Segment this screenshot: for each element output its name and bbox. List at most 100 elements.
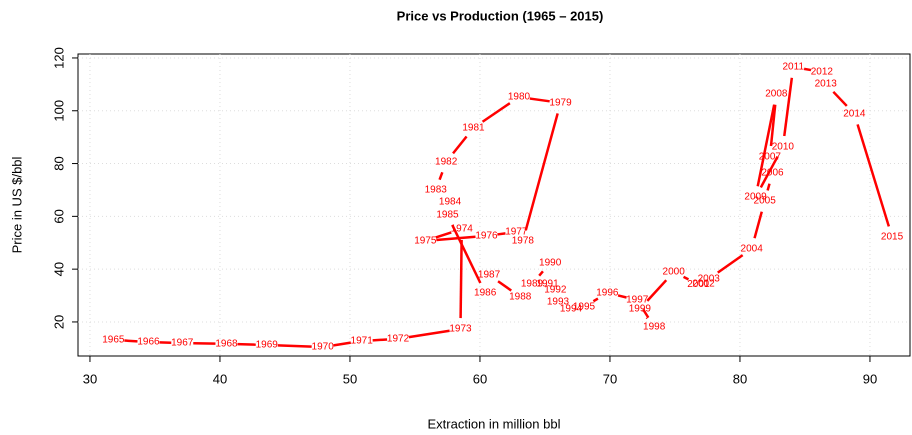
- connector: [753, 211, 763, 239]
- connector: [717, 254, 744, 274]
- x-tick-label: 50: [343, 371, 357, 386]
- y-tick-label: 40: [51, 262, 66, 276]
- connector: [529, 97, 550, 103]
- x-tick-label: 30: [83, 371, 97, 386]
- year-point: 1971: [351, 336, 374, 347]
- y-tick-label: 100: [51, 100, 66, 122]
- connector: [646, 279, 668, 302]
- connector: [452, 135, 468, 155]
- year-point: 1966: [137, 337, 160, 348]
- year-point: 1983: [425, 185, 448, 196]
- connector: [408, 329, 450, 339]
- y-tick-label: 120: [51, 47, 66, 69]
- connector: [682, 275, 690, 281]
- year-point: 1982: [435, 157, 458, 168]
- year-point: 1980: [508, 92, 531, 103]
- connector: [832, 90, 848, 107]
- x-tick-label: 80: [733, 371, 747, 386]
- connector: [459, 240, 463, 319]
- year-point: 1991: [536, 279, 559, 290]
- connector: [524, 113, 559, 231]
- year-point: 1992: [544, 285, 567, 296]
- year-point: 1994: [560, 304, 583, 315]
- year-point: 2004: [741, 243, 764, 254]
- year-point: 1987: [478, 270, 501, 281]
- year-point: 2012: [811, 67, 834, 78]
- year-point: 2010: [772, 142, 795, 153]
- year-point: 1997: [626, 295, 649, 306]
- year-point: 1977: [505, 227, 528, 238]
- y-tick-label: 20: [51, 315, 66, 329]
- connector: [642, 308, 650, 319]
- plot-frame: [77, 53, 911, 357]
- connector: [856, 124, 891, 227]
- connector: [766, 183, 771, 191]
- connector: [436, 235, 476, 242]
- year-point: 2000: [663, 267, 686, 278]
- connector: [803, 67, 812, 72]
- year-point: 1990: [539, 258, 562, 269]
- connector: [333, 341, 351, 347]
- connector: [277, 344, 312, 348]
- year-point: 2014: [843, 109, 866, 120]
- year-point: 1976: [475, 231, 498, 242]
- year-point: 1970: [312, 342, 335, 353]
- year-point: 1993: [547, 297, 570, 308]
- year-point: 2011: [783, 62, 805, 73]
- year-point: 1967: [171, 338, 194, 349]
- chart-title: Price vs Production (1965 – 2015): [397, 8, 604, 23]
- x-tick-label: 90: [863, 371, 877, 386]
- year-point: 1975: [414, 236, 437, 247]
- connector: [538, 270, 544, 277]
- year-point: 1999: [629, 304, 652, 315]
- year-point: 1978: [512, 236, 535, 247]
- year-point: 2005: [754, 196, 777, 207]
- year-point: 2003: [698, 274, 721, 285]
- year-point: 1984: [439, 196, 462, 207]
- connector: [592, 297, 599, 303]
- year-point: 1968: [215, 338, 238, 349]
- year-point: 1973: [449, 324, 472, 335]
- connector: [759, 155, 779, 189]
- connector: [783, 77, 794, 137]
- connector: [451, 224, 482, 284]
- connector: [124, 339, 138, 343]
- year-point: 2009: [744, 192, 767, 203]
- connector: [481, 102, 511, 123]
- year-point: 2013: [815, 78, 838, 89]
- x-axis-label: Extraction in million bbl: [428, 416, 561, 431]
- year-point: 1979: [549, 97, 572, 108]
- connector: [769, 104, 777, 147]
- year-point: 2002: [692, 278, 715, 289]
- connector: [617, 294, 627, 299]
- year-point: 2015: [881, 232, 904, 243]
- y-tick-label: 60: [51, 209, 66, 223]
- connector: [372, 338, 388, 342]
- x-tick-label: 70: [603, 371, 617, 386]
- year-point: 1972: [387, 333, 410, 344]
- connector: [435, 231, 452, 239]
- year-point: 1988: [509, 292, 532, 303]
- year-point: 2001: [687, 279, 710, 290]
- year-point: 1995: [573, 302, 596, 313]
- year-point: 1998: [643, 322, 666, 333]
- year-point: 1989: [521, 279, 544, 290]
- year-point: 1965: [102, 335, 125, 346]
- year-point: 1996: [596, 288, 619, 299]
- y-axis-label: Price in US $/bbl: [9, 156, 24, 253]
- year-point: 1985: [436, 210, 459, 221]
- year-point: 2007: [759, 152, 782, 163]
- year-point: 2006: [761, 168, 784, 179]
- year-point: 1981: [462, 123, 485, 134]
- x-tick-label: 60: [473, 371, 487, 386]
- y-tick-label: 80: [51, 156, 66, 170]
- year-point: 1969: [256, 340, 279, 351]
- year-point: 2008: [765, 89, 788, 100]
- connector: [645, 316, 649, 320]
- x-tick-label: 40: [213, 371, 227, 386]
- connector: [438, 171, 444, 181]
- connector: [497, 280, 512, 292]
- connector: [756, 104, 776, 187]
- year-point: 1974: [451, 224, 474, 235]
